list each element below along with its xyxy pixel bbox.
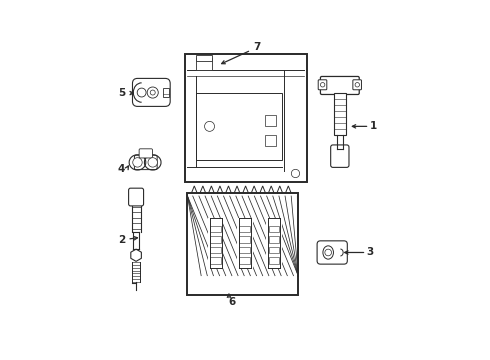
Bar [269, 247, 279, 253]
Polygon shape [131, 249, 142, 261]
Text: 1: 1 [369, 121, 377, 131]
Bar [240, 247, 250, 253]
Text: 4: 4 [118, 164, 125, 174]
Circle shape [204, 121, 215, 131]
Circle shape [147, 87, 158, 98]
FancyBboxPatch shape [317, 241, 347, 264]
Circle shape [137, 88, 146, 97]
Bar [185, 54, 307, 182]
Circle shape [355, 82, 360, 87]
Bar [210, 237, 221, 243]
FancyBboxPatch shape [128, 188, 144, 206]
Bar [187, 193, 298, 296]
Bar [196, 55, 212, 61]
FancyBboxPatch shape [318, 80, 327, 90]
Bar [196, 93, 282, 159]
Text: 7: 7 [253, 42, 260, 52]
Circle shape [292, 169, 300, 177]
Bar [208, 218, 223, 268]
FancyBboxPatch shape [132, 78, 170, 107]
FancyBboxPatch shape [134, 155, 157, 170]
Bar [210, 247, 221, 253]
Circle shape [133, 158, 142, 167]
Bar [210, 257, 221, 264]
FancyBboxPatch shape [353, 80, 362, 90]
Bar [265, 115, 276, 126]
Text: 3: 3 [367, 247, 374, 257]
Bar [210, 226, 221, 232]
Bar [240, 257, 250, 264]
Bar [267, 218, 282, 268]
Text: 5: 5 [119, 88, 126, 98]
Bar [196, 58, 212, 69]
Text: 2: 2 [119, 235, 126, 245]
Bar [269, 226, 279, 232]
Circle shape [148, 158, 157, 167]
Bar [269, 257, 279, 264]
Circle shape [325, 249, 332, 256]
FancyBboxPatch shape [139, 149, 152, 158]
Bar [163, 87, 169, 97]
Circle shape [150, 90, 155, 95]
Bar [240, 226, 250, 232]
Bar [269, 237, 279, 243]
Bar [334, 93, 346, 135]
FancyBboxPatch shape [320, 76, 359, 94]
Bar [237, 218, 252, 268]
Bar [240, 237, 250, 243]
Ellipse shape [323, 246, 334, 259]
Circle shape [320, 82, 325, 87]
Bar [265, 135, 276, 146]
FancyBboxPatch shape [331, 145, 349, 167]
Text: 6: 6 [228, 297, 235, 307]
